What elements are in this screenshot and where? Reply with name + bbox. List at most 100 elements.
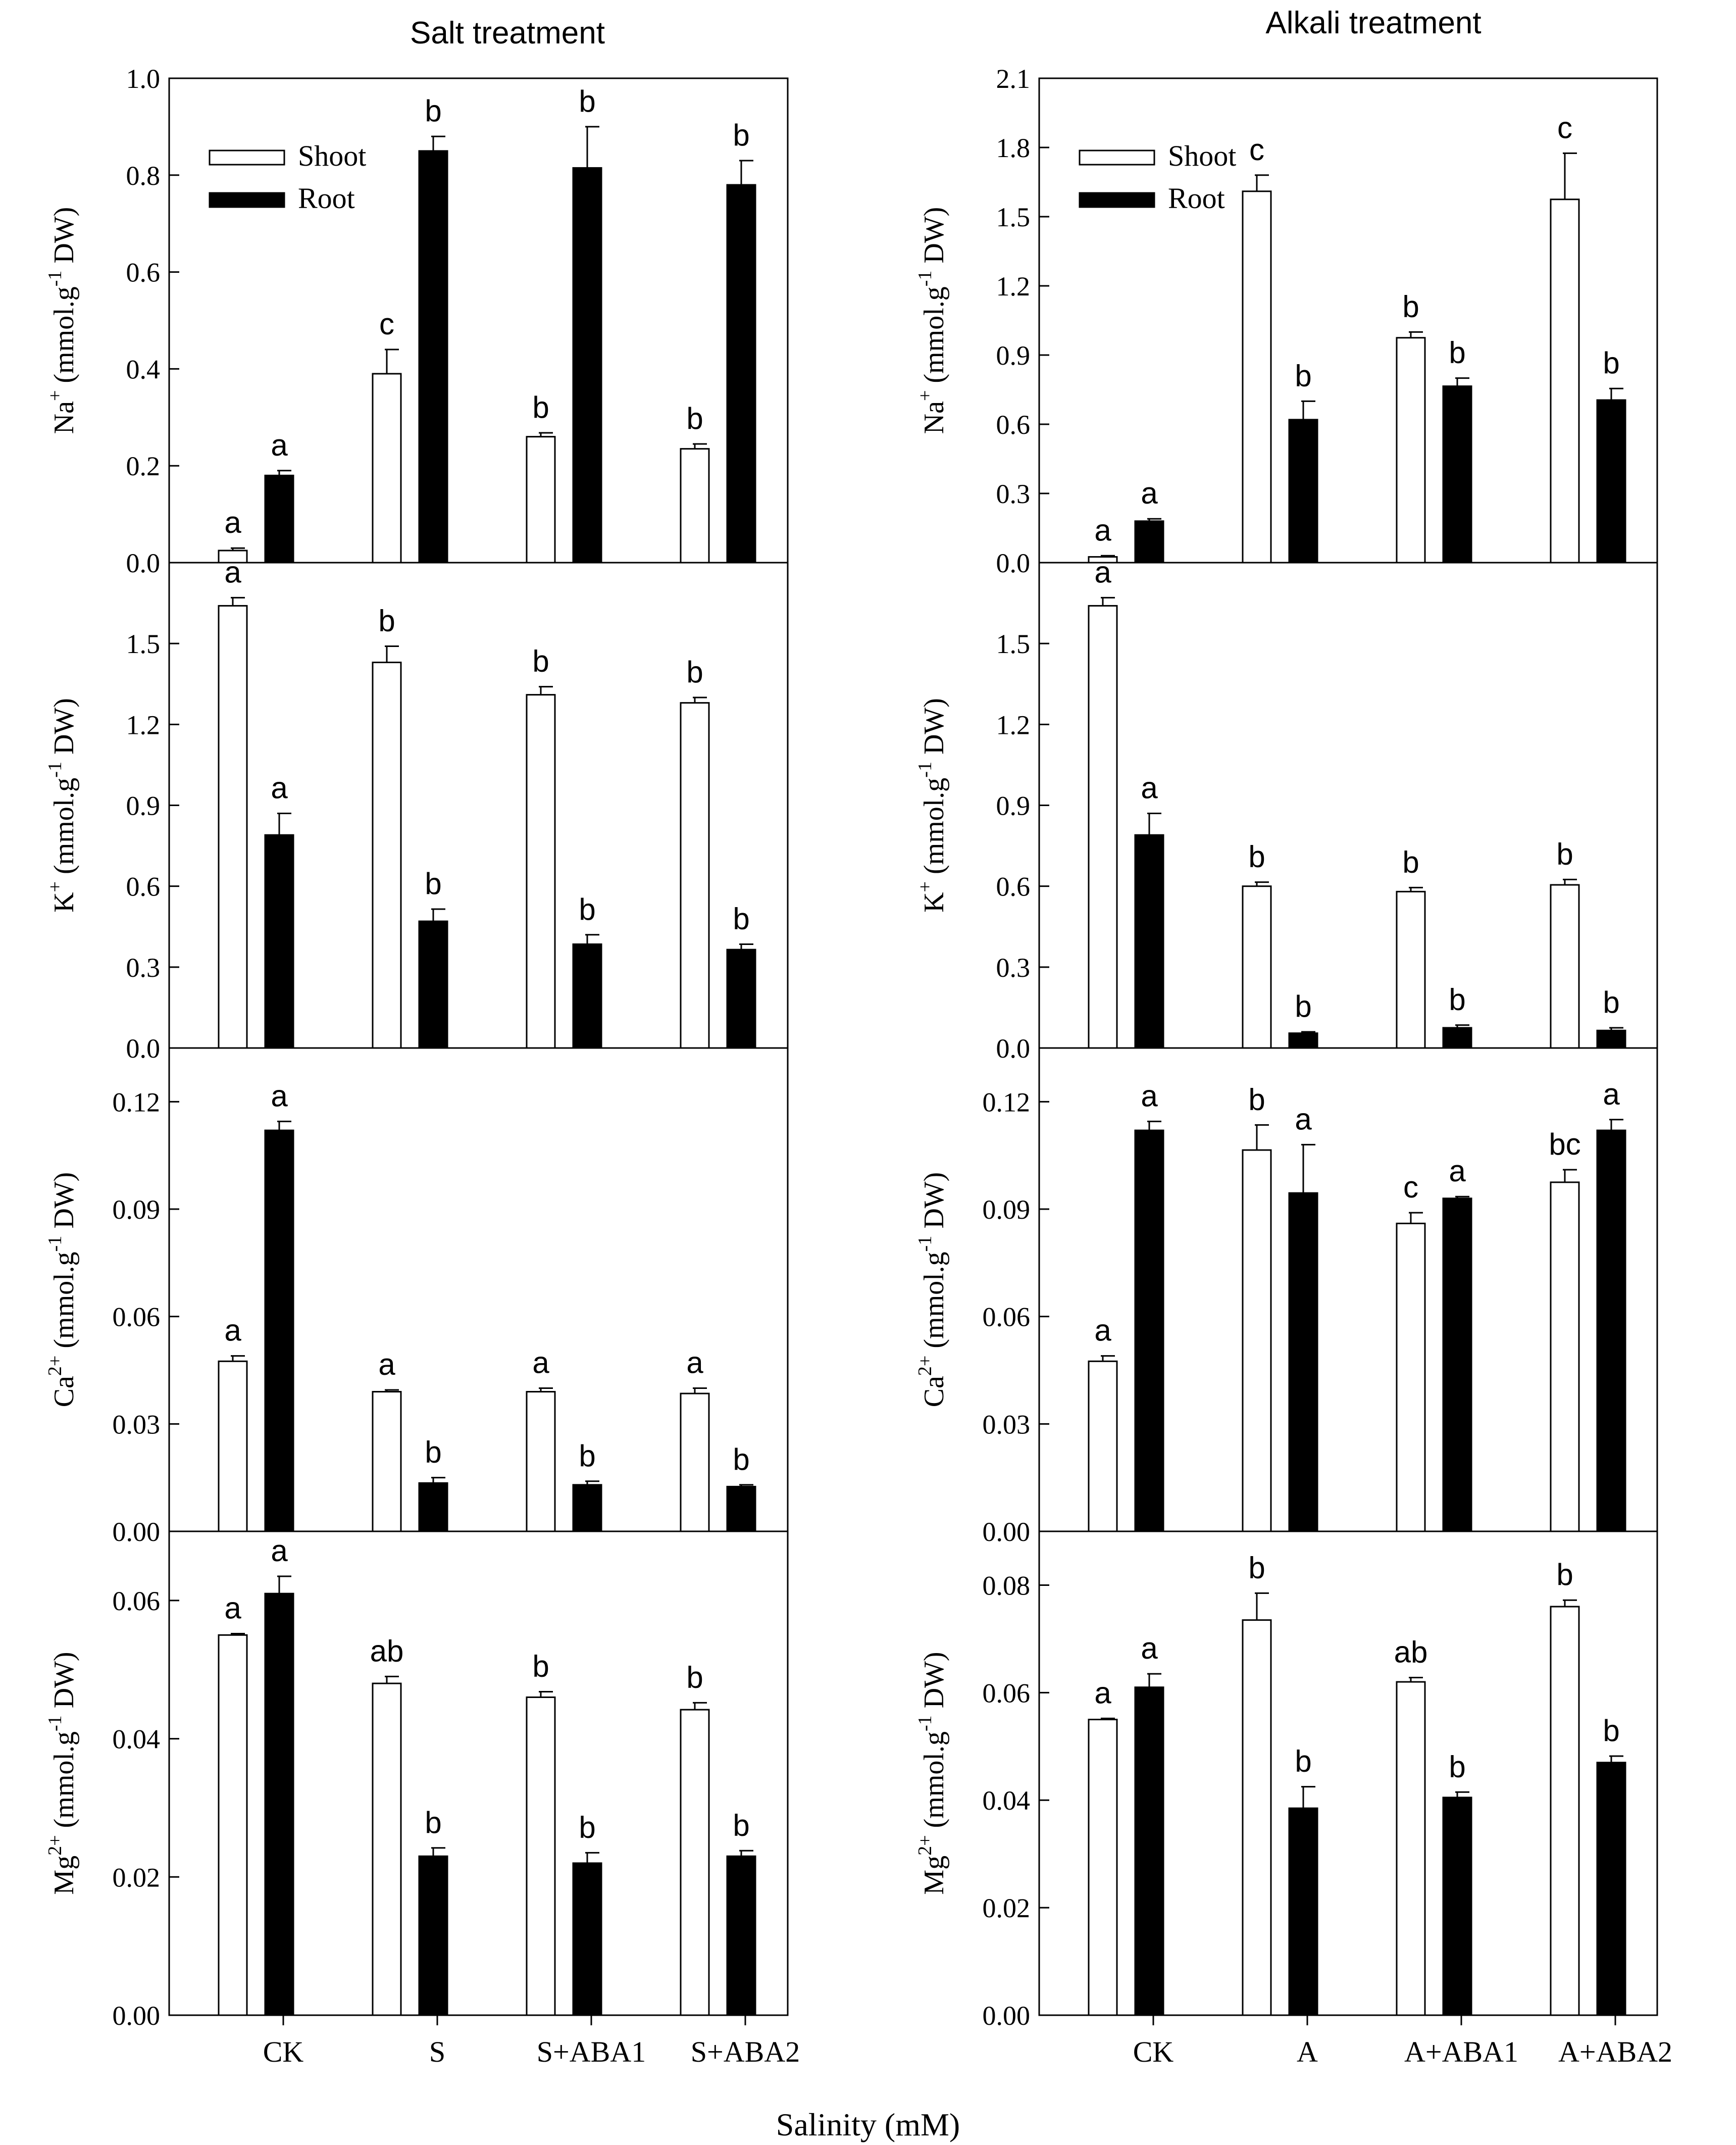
root-bar — [1442, 1198, 1472, 1532]
y-axis-exponent: -1 — [914, 1236, 936, 1252]
x-tick-label: S — [429, 2035, 445, 2068]
significance-letter: a — [271, 771, 288, 805]
shoot-bar — [680, 448, 710, 564]
significance-letter: b — [1402, 289, 1419, 323]
legend-shoot-swatch — [209, 149, 285, 166]
significance-letter: b — [1295, 989, 1311, 1023]
x-tick-label: CK — [263, 2035, 304, 2068]
y-tick-label: 0.8 — [126, 161, 161, 191]
y-axis-ion: K — [918, 892, 950, 912]
root-bar — [572, 167, 602, 564]
significance-letter: b — [1603, 985, 1619, 1019]
y-tick-label: 0.12 — [983, 1087, 1031, 1117]
y-tick-label: 1.5 — [996, 202, 1031, 232]
significance-letter: a — [1141, 771, 1158, 805]
root-bar — [1134, 1129, 1164, 1532]
significance-letter: a — [224, 555, 241, 589]
significance-letter: b — [1449, 336, 1465, 370]
root-bar — [264, 1129, 294, 1532]
panel-alkali-ca: 0.00 0.03 0.06 0.09 0.12 Ca2+ (mmol.g-1 DW) a a… — [914, 1047, 1658, 1547]
shoot-bar — [1550, 1181, 1580, 1532]
y-tick-label: 0.03 — [113, 1409, 161, 1439]
x-tick-label: A+ABA2 — [1558, 2035, 1672, 2068]
y-tick-label: 0.06 — [113, 1586, 161, 1616]
root-bar — [1596, 399, 1626, 564]
significance-letter: a — [224, 506, 241, 539]
y-axis-dw: DW) — [918, 698, 950, 762]
y-tick-label: 0.3 — [126, 953, 161, 983]
root-bar — [572, 1484, 602, 1532]
root-bar — [418, 920, 448, 1049]
x-tick-label: A — [1297, 2035, 1318, 2068]
plot-frame — [168, 1530, 789, 2016]
y-tick-label: 0.09 — [983, 1194, 1031, 1225]
significance-letter: b — [1248, 840, 1265, 874]
y-tick-label: 0.06 — [983, 1302, 1031, 1332]
y-axis-ion: Na — [48, 401, 80, 434]
root-bar — [1134, 1686, 1164, 2016]
shoot-bar — [1242, 1149, 1272, 1532]
y-axis-units: (mmol.g — [48, 1252, 80, 1355]
significance-letter: b — [686, 655, 703, 689]
y-axis-charge: + — [44, 390, 66, 401]
y-tick-label: 0.0 — [996, 1033, 1031, 1064]
y-tick-label: 0.0 — [996, 548, 1031, 578]
y-tick-label: 0.4 — [126, 354, 161, 384]
significance-letter: ab — [1394, 1635, 1428, 1669]
y-axis-units: (mmol.g — [48, 778, 80, 881]
y-tick-label: 0.9 — [996, 791, 1031, 821]
significance-letter: b — [425, 867, 441, 901]
y-axis-units: (mmol.g — [918, 1252, 950, 1355]
significance-letter: a — [271, 1079, 288, 1113]
panel-salt-k: 0.0 0.3 0.6 0.9 1.2 1.5 K+ (mmol.g-1 DW) a a b b b b… — [44, 555, 789, 1064]
root-bar — [572, 943, 602, 1049]
y-tick-label: 0.04 — [113, 1724, 161, 1755]
significance-letter: ab — [370, 1634, 404, 1668]
shoot-bar — [1088, 1719, 1118, 2016]
significance-letter: a — [1094, 1314, 1111, 1348]
significance-letter: b — [532, 390, 549, 424]
y-tick-label: 0.12 — [113, 1087, 161, 1117]
root-bar — [1596, 1029, 1626, 1049]
y-tick-label: 0.00 — [983, 2001, 1031, 2031]
significance-letter: b — [579, 892, 595, 926]
shoot-bar — [680, 1392, 710, 1532]
significance-letter: a — [1141, 1631, 1158, 1665]
significance-letter: b — [378, 604, 395, 638]
significance-letter: a — [1094, 555, 1111, 589]
significance-letter: b — [1248, 1082, 1265, 1116]
shoot-bar — [1088, 1360, 1118, 1532]
y-tick-label: 1.2 — [996, 271, 1031, 302]
root-bar — [1288, 1032, 1318, 1049]
significance-letter: b — [579, 1810, 595, 1844]
y-axis-ion: Mg — [918, 1856, 950, 1895]
significance-letter: b — [532, 1650, 549, 1683]
root-bar — [418, 1855, 448, 2016]
alkali-treatment-title: Alkali treatment — [1265, 6, 1481, 40]
root-bar — [726, 1485, 756, 1532]
root-bar — [1596, 1129, 1626, 1532]
y-tick-label: 0.00 — [983, 1517, 1031, 1547]
y-axis-ion: Ca — [918, 1376, 950, 1407]
y-tick-label: 0.02 — [983, 1893, 1031, 1923]
y-tick-label: 1.5 — [126, 629, 161, 659]
y-tick-label: 0.9 — [126, 791, 161, 821]
y-axis-title: Mg2+ (mmol.g-1 DW) — [44, 1652, 80, 1894]
y-tick-label: 0.3 — [996, 953, 1031, 983]
significance-letter: b — [686, 1660, 703, 1694]
y-axis-units: (mmol.g — [48, 286, 80, 390]
y-axis-charge: 2+ — [44, 1356, 66, 1376]
shoot-bar — [1550, 1606, 1580, 2016]
plot-frame — [1038, 1530, 1658, 2016]
legend-shoot-label: Shoot — [1168, 139, 1236, 172]
y-axis-units: (mmol.g — [918, 778, 950, 881]
y-axis-dw: DW) — [918, 1652, 950, 1715]
shoot-bar — [1396, 1681, 1426, 2016]
root-bar — [418, 150, 448, 564]
y-tick-label: 0.03 — [983, 1409, 1031, 1439]
significance-letter: a — [532, 1345, 549, 1379]
significance-letter: a — [1094, 1676, 1111, 1710]
root-bar — [1134, 520, 1164, 564]
legend-root-swatch — [209, 192, 285, 208]
